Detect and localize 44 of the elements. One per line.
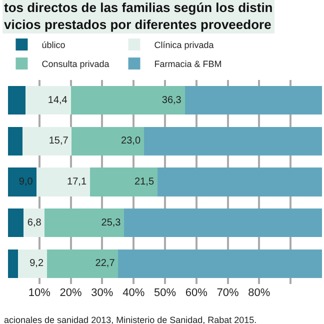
text: acionales de sanidad 2013, Ministerio de Sanidad, Rabat 2015. xyxy=(4,315,257,324)
bar xyxy=(8,168,36,196)
x-tick-label: 50% xyxy=(154,287,176,299)
x-tick-label: 70% xyxy=(216,287,240,299)
bar xyxy=(44,208,124,238)
bar xyxy=(184,86,322,115)
legend-label: Consulta privada xyxy=(42,58,110,69)
bar xyxy=(70,86,185,115)
bar xyxy=(72,126,144,156)
data-label: 9,0 xyxy=(18,176,34,188)
legend-label: Clínica privada xyxy=(154,40,214,50)
legend-label: úblico xyxy=(42,40,66,50)
data-label: 17,1 xyxy=(67,176,87,188)
data-label: 9,2 xyxy=(30,258,44,270)
bar xyxy=(8,208,24,238)
data-label: 23,0 xyxy=(121,136,141,147)
bar xyxy=(124,208,322,238)
x-tick-label: 20% xyxy=(60,287,82,299)
x-tick-label: 60% xyxy=(185,287,208,299)
bar xyxy=(36,168,90,196)
bar xyxy=(144,126,322,156)
bar xyxy=(8,249,18,278)
x-tick-label: 30% xyxy=(91,287,114,299)
data-label: 15,7 xyxy=(48,136,69,147)
bar xyxy=(22,126,72,156)
chart-title: tos directos de las familias según los distin vicios prestados por diferentes proveedore xyxy=(4,0,273,32)
data-label: 36,3 xyxy=(162,94,182,106)
bar xyxy=(8,86,26,115)
bar xyxy=(90,168,158,196)
data-label: 25,3 xyxy=(101,217,122,228)
bar xyxy=(8,126,22,156)
data-label: 21,5 xyxy=(134,176,154,188)
bar xyxy=(18,249,47,278)
bar xyxy=(26,86,71,115)
data-label: 22,7 xyxy=(95,258,116,270)
legend-label: Farmacia & FBM xyxy=(154,58,222,69)
bar xyxy=(157,168,322,196)
x-tick-label: 40% xyxy=(122,287,145,299)
bar xyxy=(118,249,322,278)
x-tick-label: 10% xyxy=(28,287,51,299)
data-label: 6,8 xyxy=(27,217,42,228)
x-tick-label: 80% xyxy=(248,287,270,299)
bar xyxy=(46,249,118,278)
data-label: 14,4 xyxy=(48,94,68,106)
